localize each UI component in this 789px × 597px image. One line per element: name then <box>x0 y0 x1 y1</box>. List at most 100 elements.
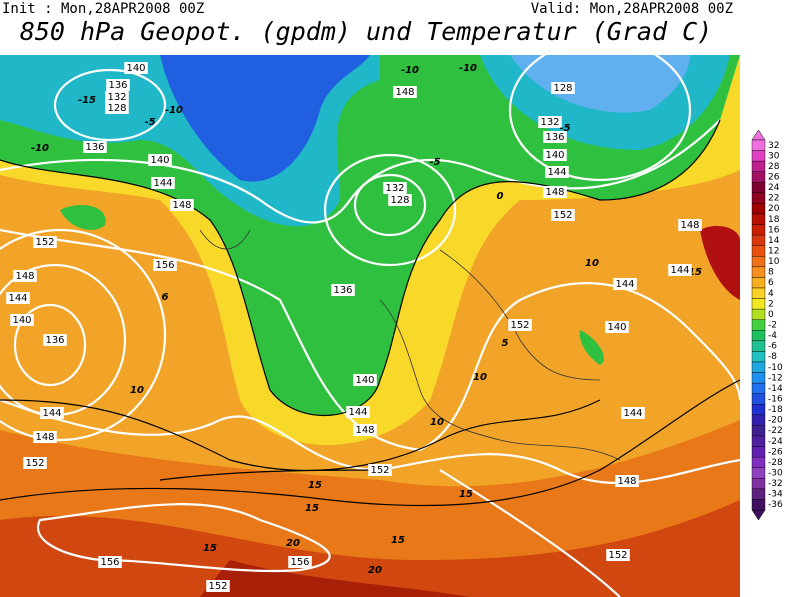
colorbar-bottom-arrow <box>751 509 766 521</box>
colorbar-swatch <box>751 467 766 479</box>
contour-label-box <box>605 321 629 333</box>
contour-label-box <box>383 182 407 194</box>
contour-label-box <box>538 116 562 128</box>
geopotential-label: 140 <box>126 63 145 74</box>
geopotential-label: 132 <box>385 183 404 194</box>
colorbar-label: -6 <box>768 342 777 352</box>
contour-label-box <box>508 319 532 331</box>
colorbar-swatch <box>751 171 766 183</box>
geopotential-label: 156 <box>155 260 174 271</box>
contour-label-box <box>153 259 177 271</box>
colorbar-label: -26 <box>768 447 783 457</box>
colorbar-swatch <box>751 139 766 151</box>
geopotential-label: 152 <box>608 550 627 561</box>
temperature-label: -10 <box>401 65 419 76</box>
colorbar-label: -10 <box>768 363 783 373</box>
colorbar-swatch <box>751 361 766 373</box>
contour-label-box <box>331 284 355 296</box>
field-green3 <box>579 330 604 365</box>
colorbar-swatch <box>751 340 766 352</box>
contour-label-box <box>148 154 172 166</box>
colorbar-label: 24 <box>768 183 780 193</box>
temperature-label: 10 <box>585 258 599 269</box>
contour-label-box <box>288 556 312 568</box>
colorbar-label: 0 <box>768 310 774 320</box>
contour-label-box <box>6 292 30 304</box>
temperature-contours <box>0 119 740 507</box>
field-green2 <box>60 205 106 230</box>
temperature-label: 15 <box>305 503 319 514</box>
geopotential-label: 136 <box>545 132 564 143</box>
colorbar-label: 22 <box>768 194 779 204</box>
contour-label-box <box>388 194 412 206</box>
geopotential-label: 148 <box>617 476 636 487</box>
colorbar-swatch <box>751 277 766 289</box>
geopotential-label: 148 <box>395 87 414 98</box>
field-blue <box>160 55 370 182</box>
colorbar-swatch <box>751 160 766 172</box>
temperature-label: 15 <box>688 267 702 278</box>
contour-label-box <box>545 166 569 178</box>
contour-label-box <box>10 314 34 326</box>
geopotential-label: 148 <box>15 271 34 282</box>
geopotential-label: 144 <box>547 167 566 178</box>
temperature-label: 20 <box>368 565 382 576</box>
contour-label-box <box>353 374 377 386</box>
colorbar-swatch <box>751 372 766 384</box>
colorbar-swatch <box>751 478 766 490</box>
colorbar-swatch <box>751 150 766 162</box>
colorbar-swatch <box>751 234 766 246</box>
geopotential-label: 148 <box>35 432 54 443</box>
temperature-label: 6 <box>162 292 169 303</box>
colorbar-swatch <box>751 499 766 511</box>
contour-label-box <box>43 334 67 346</box>
colorbar-swatch <box>751 330 766 342</box>
geopotential-label: 144 <box>348 407 367 418</box>
colorbar-label: 8 <box>768 268 774 278</box>
geopotential-label: 148 <box>355 425 374 436</box>
colorbar-swatch <box>751 298 766 310</box>
colorbar-label: 28 <box>768 162 780 172</box>
colorbar-label: 30 <box>768 151 780 161</box>
colorbar-label: 16 <box>768 225 780 235</box>
geopotential-label: 128 <box>107 103 126 114</box>
colorbar-label: -14 <box>768 384 783 394</box>
temperature-label: 20 <box>286 538 300 549</box>
colorbar-label: -22 <box>768 426 783 436</box>
colorbar-label: -34 <box>768 490 783 500</box>
colorbar-label: -2 <box>768 321 777 331</box>
colorbar-swatch <box>751 488 766 500</box>
colorbar-label: -28 <box>768 458 783 468</box>
field-hot <box>0 500 740 597</box>
geopotential-label: 144 <box>670 265 689 276</box>
colorbar-swatch <box>751 319 766 331</box>
contour-label-box <box>606 549 630 561</box>
temperature-label: 15 <box>391 535 405 546</box>
temperature-label: 10 <box>130 385 144 396</box>
colorbar-swatch <box>751 446 766 458</box>
contour-label-box <box>83 141 107 153</box>
contour-label-box <box>613 278 637 290</box>
colorbar-swatch <box>751 308 766 320</box>
contour-label-box <box>98 556 122 568</box>
contour-label-box <box>621 407 645 419</box>
colorbar-swatch <box>751 266 766 278</box>
contour-label-box <box>543 149 567 161</box>
valid-time: Valid: Mon,28APR2008 00Z <box>531 1 733 17</box>
colorbar: 32302826242220181614121086420-2-4-6-8-10… <box>751 129 783 521</box>
geopotential-label: 136 <box>108 80 127 91</box>
temperature-label: 15 <box>459 489 473 500</box>
geopotential-label: 136 <box>85 142 104 153</box>
temperature-label: -10 <box>459 63 477 74</box>
contour-label-box <box>40 407 64 419</box>
geopotential-label: 132 <box>107 92 126 103</box>
colorbar-label: 12 <box>768 247 779 257</box>
colorbar-swatch <box>751 456 766 468</box>
colorbar-label: 14 <box>768 236 780 246</box>
colorbar-label: -16 <box>768 395 783 405</box>
contour-label-box <box>678 219 702 231</box>
geopotential-label: 152 <box>370 465 389 476</box>
contour-label-box <box>615 475 639 487</box>
contour-label-box <box>551 209 575 221</box>
